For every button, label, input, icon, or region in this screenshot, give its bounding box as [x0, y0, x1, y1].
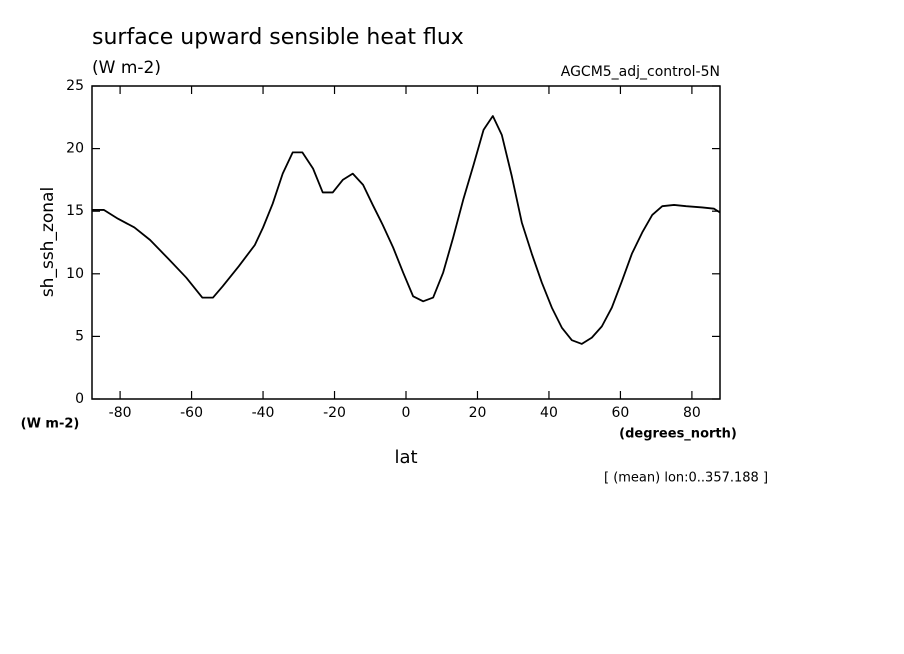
chart-subtitle: (W m-2) [92, 58, 161, 78]
x-tick-label: -40 [252, 405, 275, 421]
x-tick-label: 60 [612, 405, 630, 421]
y-tick-label: 15 [66, 203, 84, 219]
x-tick-label: 40 [540, 405, 558, 421]
y-tick-label: 10 [66, 266, 84, 282]
footnote: [ (mean) lon:0..357.188 ] [604, 471, 768, 486]
y-tick-label: 0 [75, 391, 84, 407]
x-tick-label: -20 [323, 405, 346, 421]
y-units: (W m-2) [21, 417, 80, 432]
y-tick-label: 25 [66, 78, 84, 94]
x-tick-label: -60 [180, 405, 203, 421]
x-axis-label: lat [394, 447, 417, 468]
chart-title: surface upward sensible heat flux [92, 25, 464, 50]
x-tick-label: 20 [469, 405, 487, 421]
x-tick-label: 80 [683, 405, 701, 421]
x-tick-label: 0 [402, 405, 411, 421]
plot-frame [91, 85, 721, 400]
x-units: (degrees_north) [619, 427, 737, 442]
y-tick-label: 5 [75, 328, 84, 344]
y-tick-label: 20 [66, 141, 84, 157]
y-axis-label: sh_ssh_zonal [38, 187, 58, 297]
data-line [92, 115, 721, 345]
x-tick-label: -80 [109, 405, 132, 421]
run-label: AGCM5_adj_control-5N [561, 64, 720, 80]
